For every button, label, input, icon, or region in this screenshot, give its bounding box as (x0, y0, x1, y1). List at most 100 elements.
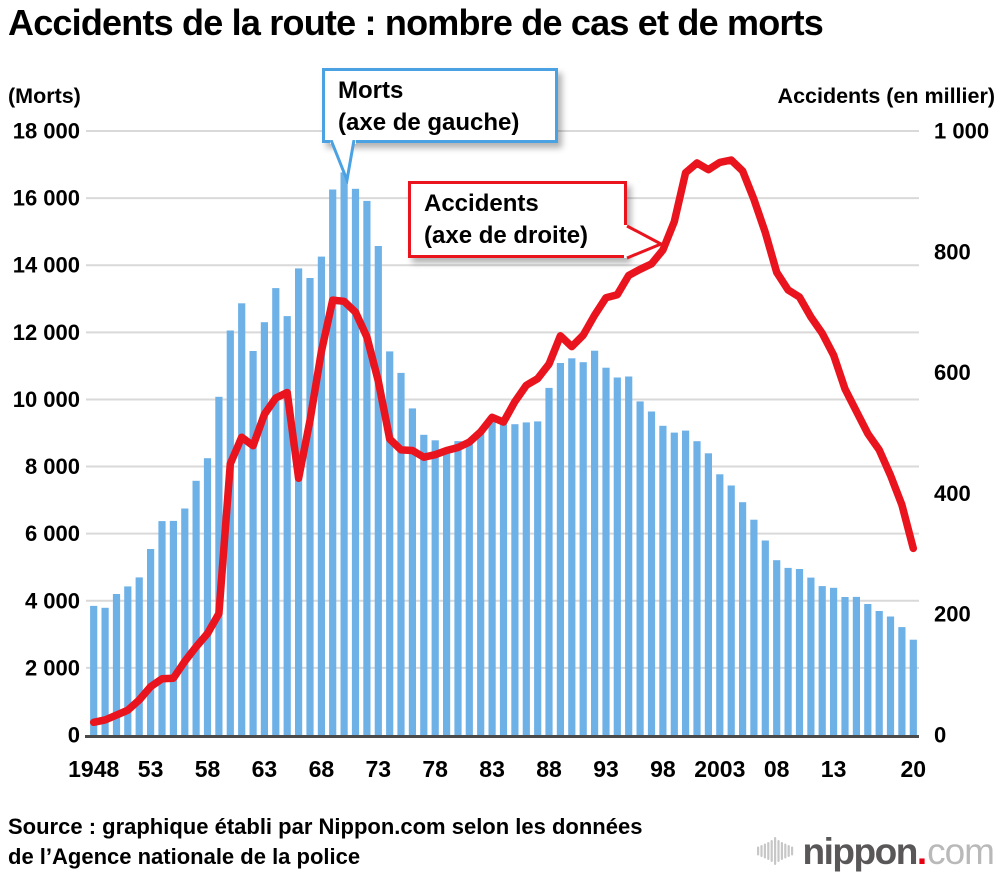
x-tick-label: 83 (479, 756, 505, 782)
right-tick-label: 800 (934, 239, 971, 264)
bar-2003 (716, 474, 724, 735)
callout-morts-line1: Morts (338, 77, 404, 104)
bar-1957 (192, 480, 200, 735)
callout-accidents-line1: Accidents (424, 190, 539, 217)
source-note: Source : graphique établi par Nippon.com… (8, 812, 642, 872)
soundwave-bar (759, 845, 763, 857)
x-tick-label: 2003 (694, 756, 745, 782)
left-tick-label: 2 000 (25, 655, 80, 680)
bar-1976 (408, 408, 416, 735)
bar-1995 (625, 376, 633, 735)
bar-2000 (682, 430, 690, 735)
bar-1966 (295, 268, 303, 735)
soundwave-bar (790, 846, 793, 856)
bar-1997 (647, 411, 656, 735)
bar-2009 (784, 567, 792, 735)
callout-accidents-line2: (axe de droite) (424, 222, 589, 249)
left-tick-label: 4 000 (25, 588, 80, 613)
bar-2008 (773, 560, 781, 735)
left-tick-label: 16 000 (13, 186, 80, 211)
bar-1951 (124, 586, 132, 735)
bar-1987 (534, 421, 542, 735)
soundwave-bar (773, 837, 776, 865)
x-tick-label: 20 (901, 756, 927, 782)
callout-morts-pointer (329, 140, 356, 184)
x-axis-ticks: 1948 53 58 63 68 73 78 83 88 93 98 2003 08 13 20 (68, 756, 926, 782)
x-tick-label: 1948 (68, 756, 119, 782)
bar-1969 (329, 189, 337, 735)
right-tick-label: 0 (934, 723, 946, 748)
bar-1973 (374, 246, 382, 735)
callout-morts-line2: (axe de gauche) (338, 109, 520, 136)
bar-1960 (226, 330, 234, 735)
bar-1963 (260, 322, 268, 735)
x-tick-label: 58 (195, 756, 221, 782)
soundwave-bar (780, 842, 783, 860)
x-tick-label: 63 (252, 756, 278, 782)
bar-1949 (101, 607, 109, 735)
bar-2020 (909, 639, 917, 735)
bar-2018 (886, 616, 895, 735)
bar-1983 (488, 415, 496, 735)
x-tick-label: 98 (650, 756, 676, 782)
bar-1955 (169, 520, 177, 735)
bar-1967 (306, 278, 314, 735)
soundwave-bar (783, 843, 786, 859)
bar-1974 (386, 351, 394, 735)
bar-1984 (499, 424, 508, 735)
bar-1964 (272, 288, 280, 735)
soundwave-bar (756, 846, 759, 856)
bar-1968 (317, 256, 325, 735)
x-tick-label: 13 (821, 756, 847, 782)
source-line1: Source : graphique établi par Nippon.com… (8, 814, 643, 839)
x-tick-label: 88 (536, 756, 562, 782)
bar-2011 (807, 577, 815, 735)
right-axis-ticks: 0 200 400 600 800 1 000 (934, 119, 989, 748)
x-tick-label: 93 (593, 756, 619, 782)
bar-1996 (636, 401, 644, 735)
source-line2: de l’Agence nationale de la police (8, 844, 361, 869)
soundwave-bar (763, 843, 766, 859)
left-tick-label: 18 000 (13, 119, 80, 144)
bar-1991 (579, 362, 587, 735)
right-tick-label: 200 (934, 602, 971, 627)
bar-2002 (704, 453, 712, 735)
bar-1950 (112, 594, 121, 735)
bar-2017 (875, 611, 883, 735)
bar-1965 (283, 316, 291, 735)
bar-2012 (818, 586, 826, 735)
right-tick-label: 1 000 (934, 119, 989, 144)
bar-1958 (203, 458, 212, 735)
bar-1985 (511, 424, 519, 735)
left-axis-caption: (Morts) (8, 84, 81, 108)
bar-1990 (568, 358, 576, 735)
logo-tld: com (927, 830, 995, 872)
bar-2001 (693, 441, 701, 735)
bar-1956 (181, 508, 189, 735)
page-title: Accidents de la route : nombre de cas et… (8, 2, 824, 43)
bar-2014 (841, 597, 849, 735)
bar-1982 (477, 430, 485, 735)
x-tick-label: 08 (764, 756, 790, 782)
bar-1989 (556, 363, 564, 735)
bar-1970 (340, 172, 348, 735)
left-tick-label: 12 000 (13, 320, 80, 345)
deaths-bars (90, 172, 917, 736)
bar-1948 (90, 605, 98, 735)
bar-1978 (431, 440, 439, 735)
bar-1979 (443, 450, 451, 735)
x-tick-label: 73 (366, 756, 392, 782)
bar-1986 (522, 422, 530, 735)
logo-dot: . (916, 830, 928, 872)
bar-1961 (238, 303, 246, 735)
bar-1971 (351, 188, 360, 736)
nippon-logo: nippon . com (756, 830, 995, 872)
callout-accidents-pointer (624, 224, 665, 260)
bar-2016 (864, 604, 872, 735)
soundwave-bar (766, 842, 769, 860)
callout-accidents: Accidents (axe de droite) (408, 181, 627, 258)
bar-2007 (761, 540, 769, 735)
soundwave-icon (756, 837, 793, 865)
bar-1988 (545, 387, 553, 735)
